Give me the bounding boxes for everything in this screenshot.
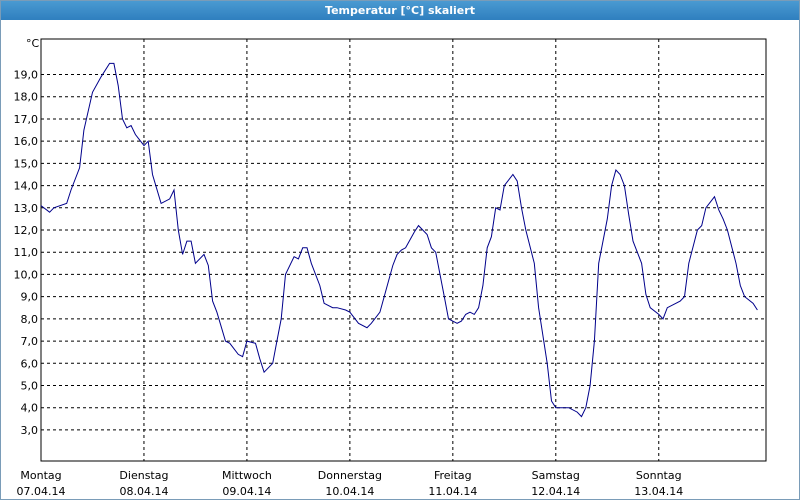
x-tick-label: Sonntag (636, 469, 682, 482)
y-tick-label: 8,0 (21, 313, 39, 326)
y-tick-label: 14,0 (14, 180, 39, 193)
y-tick-label: 10,0 (14, 268, 39, 281)
x-tick-date: 12.04.14 (531, 485, 580, 498)
y-tick-label: 12,0 (14, 224, 39, 237)
y-tick-label: 3,0 (21, 424, 39, 437)
y-tick-label: 4,0 (21, 402, 39, 415)
y-tick-label: 19,0 (14, 69, 39, 82)
x-tick-label: Dienstag (119, 469, 168, 482)
y-tick-label: 11,0 (14, 246, 39, 259)
x-tick-label: Mittwoch (222, 469, 272, 482)
x-tick-date: 10.04.14 (325, 485, 374, 498)
y-tick-label: 6,0 (21, 357, 39, 370)
x-tick-date: 08.04.14 (119, 485, 168, 498)
x-tick-date: 09.04.14 (222, 485, 271, 498)
plot-frame (40, 38, 767, 462)
x-tick-label: Samstag (532, 469, 580, 482)
temperature-line (40, 62, 758, 418)
y-tick-label: 5,0 (21, 379, 39, 392)
title-bar: Temperatur [°C] skaliert (1, 1, 799, 20)
x-tick-date: 11.04.14 (428, 485, 477, 498)
y-axis-label: °C (26, 37, 40, 50)
x-tick-label: Donnerstag (318, 469, 382, 482)
y-tick-label: 7,0 (21, 335, 39, 348)
y-tick-label: 17,0 (14, 113, 39, 126)
x-tick-label: Freitag (434, 469, 472, 482)
x-tick-label: Montag (20, 469, 61, 482)
x-tick-date: 07.04.14 (17, 485, 66, 498)
y-tick-label: 18,0 (14, 91, 39, 104)
chart: °C 3,0 4,0 5,0 6,0 7,0 8,0 9,0 10,0 11,0 12,0 13,0… (14, 37, 767, 498)
y-tick-label: 9,0 (21, 291, 39, 304)
y-tick-label: 15,0 (14, 157, 39, 170)
y-tick-label: 13,0 (14, 202, 39, 215)
y-tick-label: 16,0 (14, 135, 39, 148)
x-tick-date: 13.04.14 (634, 485, 683, 498)
